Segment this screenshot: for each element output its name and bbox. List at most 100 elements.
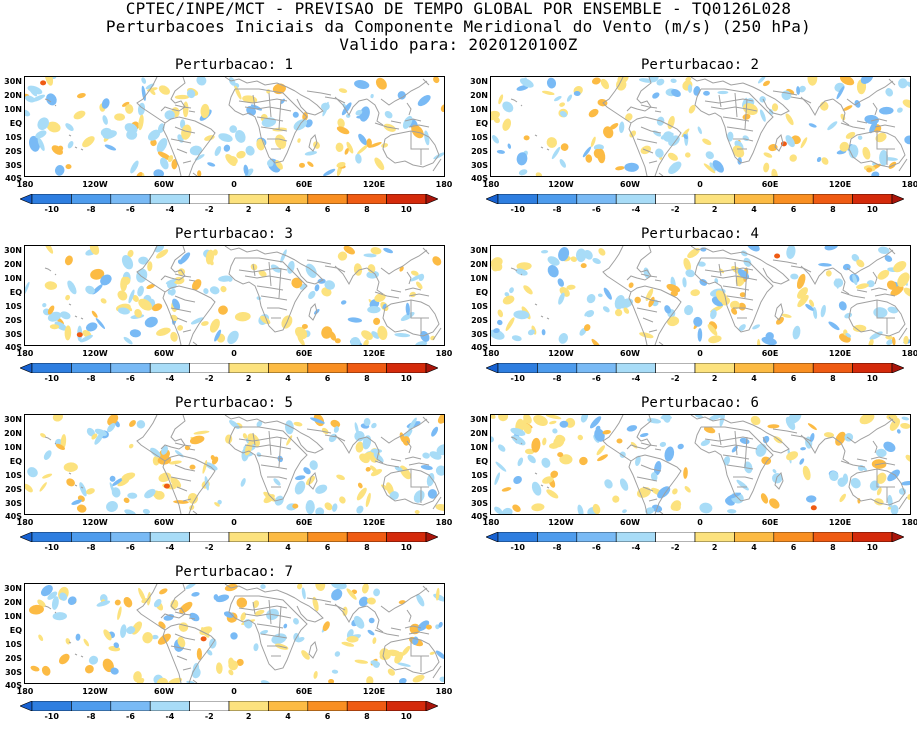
coastline (192, 172, 198, 176)
perturbation-contour (652, 92, 660, 99)
perturbation-contour (887, 306, 899, 314)
coastline (366, 80, 428, 126)
coastline (228, 595, 308, 671)
colorbar-label: 10 (400, 712, 412, 721)
perturbation-contour (152, 455, 160, 466)
perturbation-contour (864, 114, 879, 125)
colorbar-segment (149, 532, 190, 542)
perturbation-contour (879, 106, 894, 115)
colorbar-segment (576, 194, 617, 204)
perturbation-contour (371, 422, 377, 429)
perturbation-contour (389, 491, 399, 501)
perturbation-contour (59, 653, 70, 665)
perturbation-contour (336, 126, 350, 135)
perturbation-contour (648, 77, 659, 83)
coastline (432, 327, 442, 341)
perturbation-contour (415, 341, 428, 345)
perturbation-contour (550, 470, 559, 478)
coastline (294, 259, 324, 285)
perturbation-contour (859, 415, 875, 425)
perturbation-contour (191, 591, 200, 597)
lon-label: 180 (901, 180, 917, 189)
colorbar-label: -6 (592, 374, 601, 383)
perturbation-contour (512, 504, 521, 513)
perturbation-contour (379, 648, 390, 659)
perturbation-contour (94, 432, 104, 445)
perturbation-contour (266, 159, 274, 167)
lat-label: 10N (4, 274, 22, 283)
coastline (68, 641, 84, 658)
perturbation-contour (715, 290, 729, 304)
perturbation-contour (186, 680, 195, 683)
perturbation-contour (127, 492, 138, 499)
perturbation-contour (67, 141, 74, 149)
colorbar-segment (386, 363, 427, 373)
coastline (898, 327, 908, 341)
perturbation-contour (85, 285, 95, 295)
perturbation-contour (886, 339, 894, 345)
lat-label: 30S (471, 161, 488, 170)
perturbation-contour (559, 111, 568, 118)
lat-label: EQ (9, 288, 22, 297)
perturbation-contour (405, 302, 410, 316)
perturbation-contour (896, 429, 901, 434)
coastline (366, 587, 428, 633)
coastline (640, 273, 662, 282)
perturbation-contour (892, 336, 896, 345)
perturbation-contour (322, 621, 330, 632)
perturbation-contour (411, 124, 424, 139)
perturbation-contour (603, 126, 614, 139)
coastline (774, 472, 784, 490)
perturbation-contour (145, 83, 155, 90)
panel-title: Perturbacao: 3 (174, 226, 293, 242)
perturbation-contour (354, 659, 369, 664)
colorbar-segment (31, 194, 72, 204)
perturbation-core (774, 253, 781, 259)
colorbar-segment (694, 532, 735, 542)
lon-label: 120E (362, 180, 386, 189)
perturbation-contour (836, 86, 845, 100)
perturbation-contour (617, 77, 629, 84)
lat-label: 10S (5, 133, 22, 142)
perturbation-contour (861, 466, 867, 471)
perturbation-contour (736, 479, 749, 491)
panel-perturbacao-2: Perturbacao: 2 30N 20N 10N EQ 10S 20S 30S 40S 180… (466, 57, 917, 228)
perturbation-contour (907, 494, 910, 500)
colorbar-label: 6 (790, 543, 797, 552)
perturbation-contour (29, 604, 44, 615)
lon-label: 120E (828, 349, 852, 358)
perturbation-contour (37, 137, 45, 151)
perturbation-contour (294, 475, 306, 481)
colorbar-segment (228, 532, 269, 542)
colorbar-arrow-low (486, 532, 499, 542)
perturbation-contour (726, 492, 742, 499)
colorbar-label: -8 (552, 205, 562, 214)
coastline (294, 90, 324, 116)
colorbar-segment (189, 532, 230, 542)
lat-label: 20N (4, 598, 22, 607)
perturbation-contour (598, 248, 606, 256)
colorbar-label: -6 (126, 205, 135, 214)
lat-label: 30S (5, 330, 22, 339)
coastline (228, 257, 308, 333)
perturbation-contour (202, 460, 208, 474)
perturbation-contour (120, 276, 128, 292)
lat-label: 30N (4, 584, 22, 593)
perturbation-contour (558, 247, 570, 262)
coastline (170, 295, 196, 333)
perturbation-contour (408, 417, 417, 432)
perturbation-contour (49, 324, 60, 330)
lon-label: 180 (482, 518, 500, 527)
perturbation-contour (889, 418, 901, 431)
perturbation-contour (700, 439, 711, 447)
perturbation-contour (301, 650, 310, 660)
perturbation-contour (654, 460, 662, 476)
perturbation-contour (52, 415, 63, 422)
perturbation-contour (577, 504, 584, 514)
lat-label: 30S (5, 668, 22, 677)
coastline (224, 584, 296, 599)
colorbar-segment (71, 363, 112, 373)
perturbation-contour (355, 153, 362, 164)
colorbar-segment (852, 363, 893, 373)
perturbation-contour (553, 95, 562, 102)
